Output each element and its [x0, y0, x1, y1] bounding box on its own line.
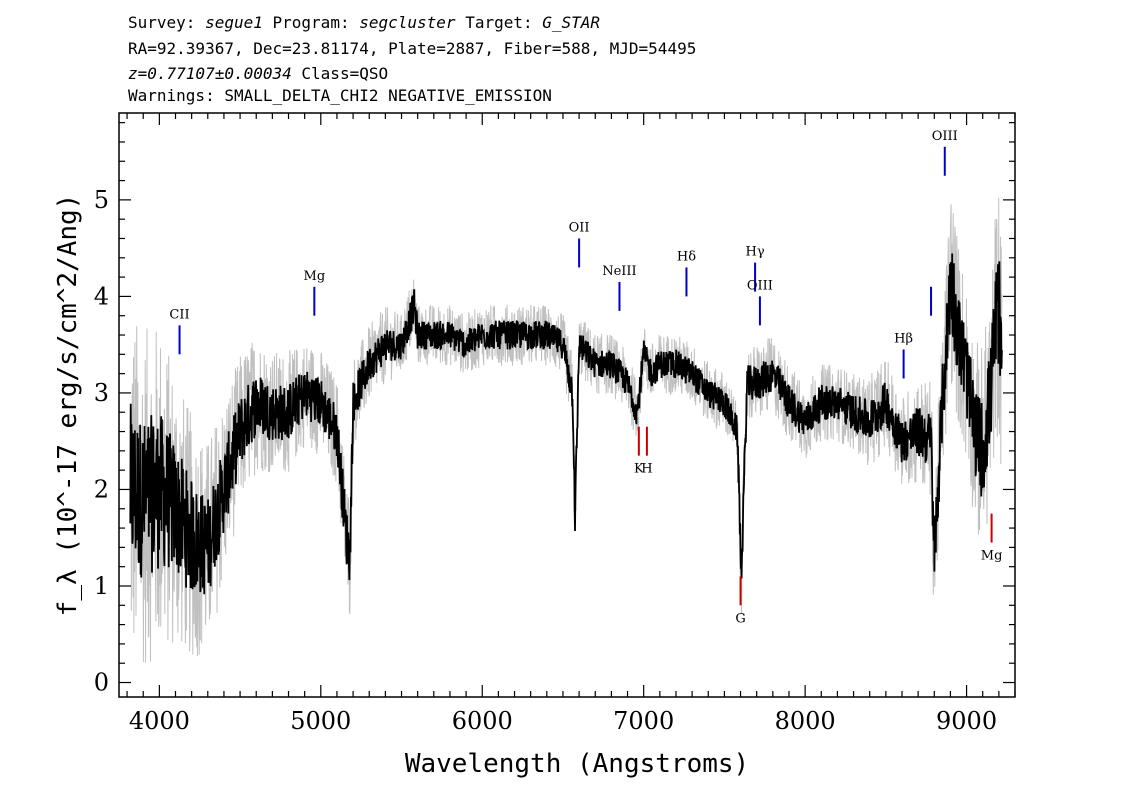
absorption-line-label: G — [735, 611, 745, 626]
class-value: Class=QSO — [301, 64, 389, 83]
header-coordinates-line: RA=92.39367, Dec=23.81174, Plate=2887, F… — [128, 39, 697, 58]
emission-line-label: CII — [169, 307, 189, 322]
x-tick-label: 6000 — [452, 707, 513, 735]
emission-line-label: Hβ — [894, 331, 913, 346]
survey-name: segue1 — [205, 13, 263, 32]
x-tick-label: 9000 — [936, 707, 997, 735]
x-tick-label: 8000 — [775, 707, 836, 735]
target-name: G_STAR — [542, 13, 601, 32]
y-tick-label: 1 — [94, 572, 109, 600]
y-tick-label: 0 — [94, 669, 109, 697]
redshift-value: z=0.77107±0.00034 — [128, 64, 292, 83]
y-tick-label: 3 — [94, 379, 109, 407]
header-warnings-line: Warnings: SMALL_DELTA_CHI2 NEGATIVE_EMIS… — [128, 86, 552, 105]
header-survey-line: Survey: segue1 Program: segcluster Targe… — [128, 13, 601, 32]
x-axis-title: Wavelength (Angstroms) — [405, 749, 749, 779]
emission-line-label: NeIII — [602, 264, 636, 279]
flux-series-line — [129, 253, 1003, 595]
y-tick-label: 5 — [94, 186, 109, 214]
absorption-line-label: Mg — [981, 549, 1003, 564]
y-tick-label: 4 — [94, 282, 109, 310]
x-tick-label: 5000 — [290, 707, 351, 735]
emission-line-label: OIII — [747, 278, 773, 293]
program-name: segcluster — [359, 13, 456, 32]
emission-line-label: Hδ — [677, 249, 696, 264]
emission-line-label: OII — [569, 220, 590, 235]
plot-frame — [118, 112, 1016, 698]
x-tick-label: 4000 — [129, 707, 190, 735]
absorption-line-label: K — [634, 462, 644, 477]
header-redshift-line: z=0.77107±0.00034 Class=QSO — [128, 65, 388, 83]
y-axis-title: f_λ (10^-17 erg/s/cm^2/Ang) — [53, 194, 83, 617]
emission-line-label: Mg — [304, 269, 326, 284]
y-tick-label: 2 — [94, 475, 109, 503]
emission-line-label: OIII — [932, 129, 958, 144]
absorption-line-label: H — [641, 462, 652, 477]
emission-line-label: Hγ — [746, 245, 765, 260]
x-tick-label: 7000 — [613, 707, 674, 735]
